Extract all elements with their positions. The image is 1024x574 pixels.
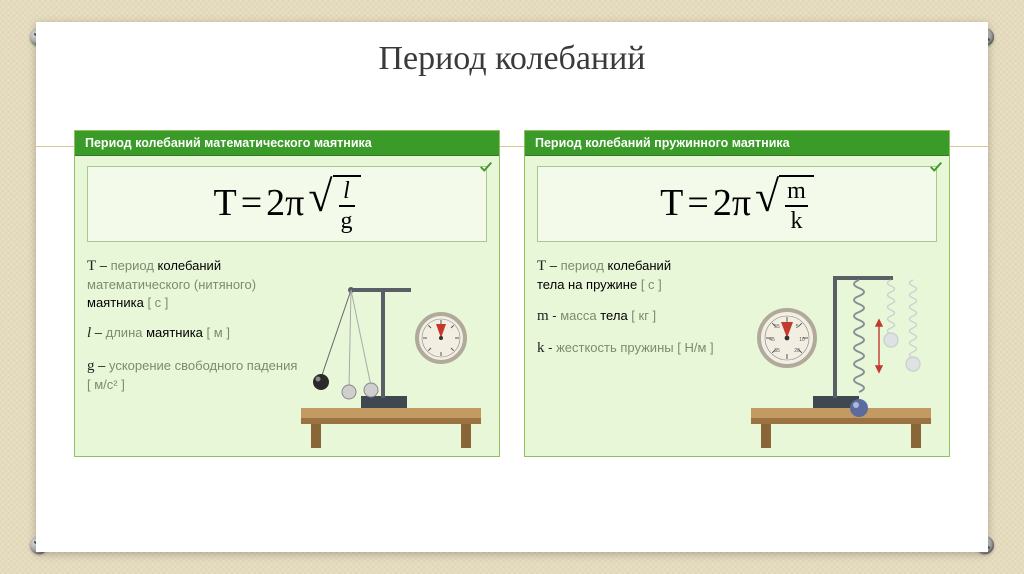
svg-text:20: 20 (794, 348, 800, 354)
formula-lhs: T (214, 183, 237, 225)
def-text: длина (106, 325, 146, 340)
slide-card: Период колебаний Период колебаний матема… (36, 22, 988, 552)
def-unit: [ Н/м ] (677, 340, 713, 355)
def-symbol: m (537, 308, 549, 324)
def-unit: [ м/с² ] (87, 377, 125, 392)
sqrt-icon: √ l g (308, 175, 360, 233)
svg-text:5: 5 (796, 324, 799, 330)
def-unit: [ с ] (641, 277, 662, 292)
formula-num: l (341, 177, 352, 205)
def-symbol: g (87, 358, 95, 374)
equals-sign: = (687, 183, 708, 225)
sqrt-icon: √ m k (755, 175, 814, 233)
panel-header: Период колебаний математического маятник… (75, 131, 499, 156)
pendulum-illustration (291, 258, 491, 448)
formula: T = 2π √ m k (660, 175, 814, 233)
def-unit: [ кг ] (631, 308, 656, 323)
page-title: Период колебаний (36, 22, 988, 78)
formula-box: T = 2π √ m k (537, 166, 937, 242)
definition-row: l – длина маятника [ м ] (87, 323, 307, 343)
formula-coef: 2π (713, 183, 751, 225)
formula-coef: 2π (266, 183, 304, 225)
spring-illustration: 5 10 20 35 45 55 (741, 258, 941, 448)
svg-text:55: 55 (774, 324, 780, 330)
definition-row: T – период колебаний математического (ни… (87, 256, 307, 311)
def-text: тела (600, 308, 627, 323)
def-unit: [ м ] (207, 325, 230, 340)
def-text: период (111, 258, 158, 273)
def-symbol: T (87, 258, 96, 274)
formula-den: g (339, 207, 355, 233)
panel-body: T = 2π √ m k (525, 156, 949, 456)
definitions-list: T – период колебаний математического (ни… (87, 256, 307, 393)
formula-den: k (788, 207, 804, 233)
formula-box: T = 2π √ l g (87, 166, 487, 242)
svg-text:35: 35 (774, 348, 780, 354)
formula: T = 2π √ l g (214, 175, 361, 233)
svg-text:45: 45 (769, 337, 775, 343)
definition-row: g – ускорение свободного падения [ м/с² … (87, 356, 307, 394)
def-text: математического (нитяного) (87, 277, 256, 292)
def-text: маятника (87, 295, 144, 310)
definitions-list: T – период колебаний тела на пружине [ с… (537, 256, 757, 358)
equals-sign: = (241, 183, 262, 225)
def-text: ускорение свободного падения (109, 358, 297, 373)
def-symbol: l (87, 325, 91, 341)
checkmark-icon (929, 160, 943, 174)
def-text: колебаний (608, 258, 672, 273)
panel-spring-pendulum: Период колебаний пружинного маятника T =… (524, 130, 950, 457)
def-unit: [ с ] (147, 295, 168, 310)
formula-num: m (785, 177, 808, 205)
definition-row: T – период колебаний тела на пружине [ с… (537, 256, 757, 294)
panels-row: Период колебаний математического маятник… (36, 130, 988, 457)
svg-text:10: 10 (799, 337, 805, 343)
def-text: жесткость пружины (556, 340, 674, 355)
checkmark-icon (479, 160, 493, 174)
formula-lhs: T (660, 183, 683, 225)
def-text: колебаний (158, 258, 222, 273)
def-text: период (561, 258, 608, 273)
def-text: маятника (146, 325, 203, 340)
def-text: тела на пружине (537, 277, 637, 292)
panel-math-pendulum: Период колебаний математического маятник… (74, 130, 500, 457)
def-symbol: T (537, 258, 546, 274)
def-text: масса (560, 308, 600, 323)
panel-header: Период колебаний пружинного маятника (525, 131, 949, 156)
panel-body: T = 2π √ l g (75, 156, 499, 456)
def-symbol: k (537, 340, 545, 356)
definition-row: k - жесткость пружины [ Н/м ] (537, 338, 757, 358)
definition-row: m - масса тела [ кг ] (537, 306, 757, 326)
